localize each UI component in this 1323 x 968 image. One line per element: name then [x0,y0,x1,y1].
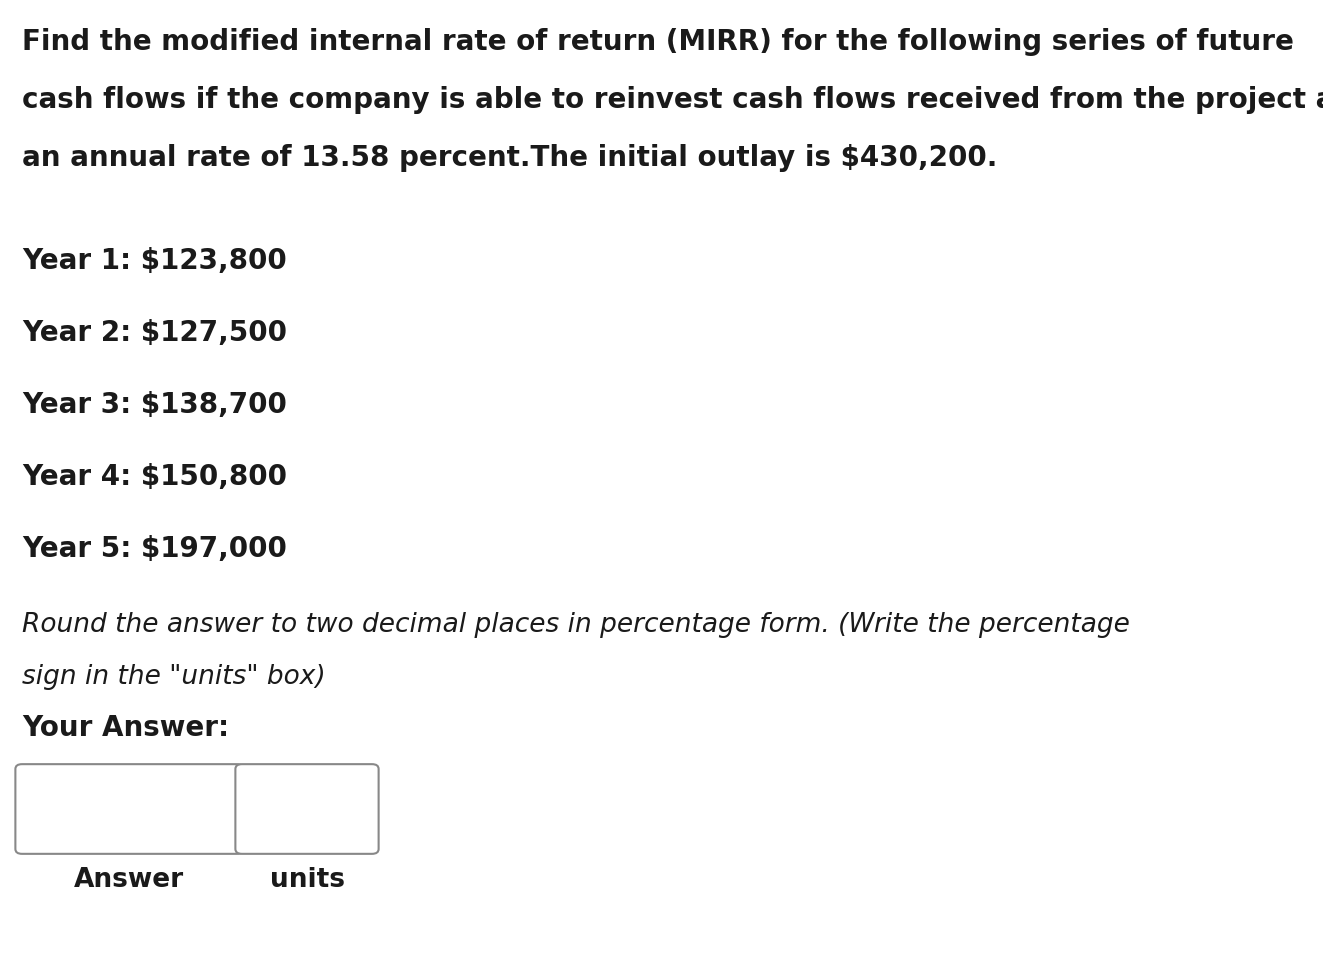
Text: Your Answer:: Your Answer: [22,714,229,742]
Text: Year 2: $127,500: Year 2: $127,500 [22,319,287,347]
Text: sign in the "units" box): sign in the "units" box) [22,664,325,690]
Text: Year 4: $150,800: Year 4: $150,800 [22,463,287,491]
Text: units: units [270,867,344,893]
Text: Find the modified internal rate of return (MIRR) for the following series of fut: Find the modified internal rate of retur… [22,28,1294,56]
Text: cash flows if the company is able to reinvest cash flows received from the proje: cash flows if the company is able to rei… [22,86,1323,114]
FancyBboxPatch shape [235,764,378,854]
Text: Round the answer to two decimal places in percentage form. (Write the percentage: Round the answer to two decimal places i… [22,612,1130,638]
Text: Year 1: $123,800: Year 1: $123,800 [22,247,287,275]
Text: an annual rate of 13.58 percent.The initial outlay is $430,200.: an annual rate of 13.58 percent.The init… [22,144,998,172]
Text: Answer: Answer [74,867,184,893]
FancyBboxPatch shape [16,764,243,854]
Text: Year 5: $197,000: Year 5: $197,000 [22,535,287,563]
Text: Year 3: $138,700: Year 3: $138,700 [22,391,287,419]
